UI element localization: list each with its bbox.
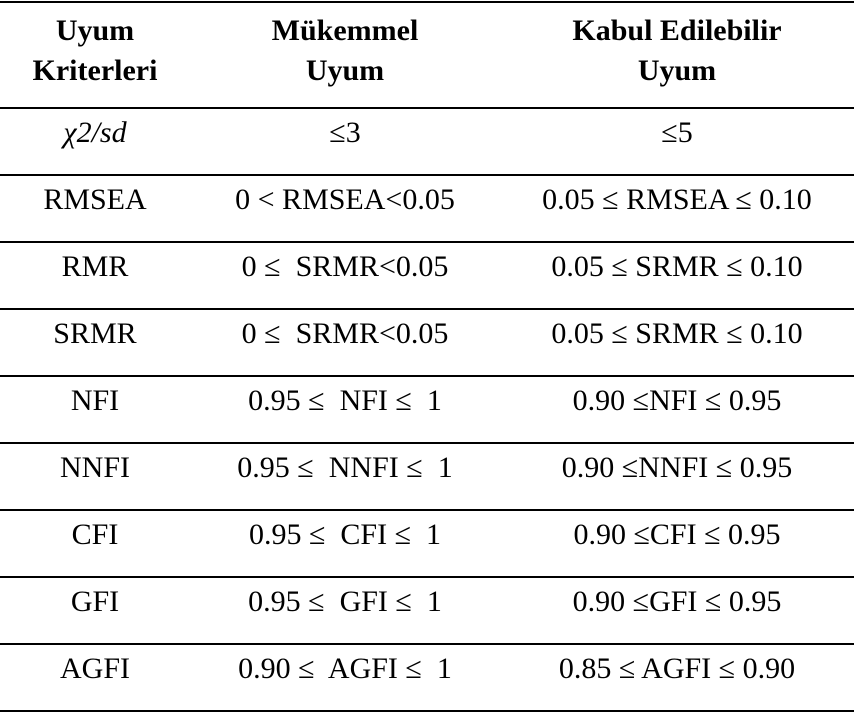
table-cell: RMSEA — [43, 182, 147, 216]
table-cell: 0.95 ≤ NFI ≤ 1 — [248, 383, 442, 417]
rule-line — [0, 576, 854, 578]
header-text: Kriterleri — [32, 54, 158, 87]
table-cell: 0.05 ≤ RMSEA ≤ 0.10 — [542, 182, 812, 216]
header-cell: Mükemmel Uyum — [190, 2, 500, 100]
header-text: Kabul Edilebilir — [572, 14, 782, 47]
rule-line — [0, 308, 854, 310]
table-cell: 0.90 ≤CFI ≤ 0.95 — [573, 517, 781, 551]
table-cell: 0.90 ≤GFI ≤ 0.95 — [572, 584, 782, 618]
table-cell: NNFI — [59, 450, 130, 484]
table-cell: 0.05 ≤ SRMR ≤ 0.10 — [551, 249, 803, 283]
table-cell: GFI — [70, 584, 120, 618]
table-cell: 0 ≤ SRMR<0.05 — [241, 316, 449, 350]
table-cell: 0.95 ≤ NNFI ≤ 1 — [237, 450, 453, 484]
rule-line — [0, 107, 854, 109]
rule-line — [0, 643, 854, 645]
header-text: Uyum — [637, 54, 717, 87]
table-cell: AGFI — [59, 651, 130, 685]
table-cell: 0.90 ≤ AGFI ≤ 1 — [238, 651, 452, 685]
table-cell: 0.95 ≤ GFI ≤ 1 — [248, 584, 442, 618]
header-text: Mükemmel — [271, 14, 419, 47]
rule-line — [0, 442, 854, 444]
header-cell: Uyum Kriterleri — [0, 2, 190, 100]
table-cell: 0.85 ≤ AGFI ≤ 0.90 — [558, 651, 796, 685]
table-cell: 0.90 ≤NNFI ≤ 0.95 — [561, 450, 793, 484]
rule-line — [0, 375, 854, 377]
header-text: Uyum — [55, 14, 135, 47]
rule-line — [0, 241, 854, 243]
table-cell: SRMR — [53, 316, 137, 350]
table-cell: 0.05 ≤ SRMR ≤ 0.10 — [551, 316, 803, 350]
table-cell: 0.90 ≤NFI ≤ 0.95 — [572, 383, 782, 417]
table-cell: ≤3 — [329, 115, 361, 149]
header-cell: Kabul Edilebilir Uyum — [500, 2, 854, 100]
rule-line — [0, 1, 854, 3]
table-cell: RMR — [61, 249, 129, 283]
table-cell: NFI — [70, 383, 120, 417]
table-cell: 0 ≤ SRMR<0.05 — [241, 249, 449, 283]
rule-line — [0, 174, 854, 176]
rule-line — [0, 509, 854, 511]
rule-line — [0, 710, 854, 712]
table-cell: 0.95 ≤ CFI ≤ 1 — [248, 517, 442, 551]
table-cell: 0 < RMSEA<0.05 — [235, 182, 455, 216]
table-cell: CFI — [71, 517, 119, 551]
header-text: Uyum — [305, 54, 385, 87]
table-cell: χ2/sd — [63, 115, 127, 149]
table-cell: ≤5 — [661, 115, 693, 149]
